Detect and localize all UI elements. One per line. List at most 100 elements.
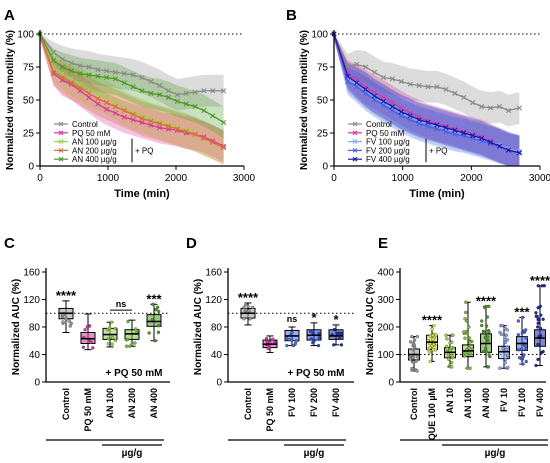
x-tick-label: AN 400 (149, 388, 159, 419)
y-tick-label: 160 (205, 268, 222, 279)
y-tick-label: 400 (377, 268, 394, 279)
data-point (505, 348, 509, 352)
data-point (157, 92, 163, 98)
data-point (345, 73, 351, 79)
data-point (121, 71, 127, 77)
data-point (154, 307, 158, 312)
significance-label: *** (514, 304, 530, 319)
data-point (310, 330, 314, 334)
data-point (201, 135, 207, 141)
data-point (521, 362, 525, 366)
x-tick-label: 0 (331, 173, 337, 184)
data-point (183, 90, 189, 96)
panel-letter: B (286, 7, 297, 24)
data-point (221, 143, 227, 149)
data-point (64, 317, 68, 321)
data-point (520, 315, 525, 320)
data-point (210, 88, 216, 94)
x-tick-label: Control (409, 388, 419, 420)
data-point (450, 365, 454, 369)
data-point (77, 63, 83, 69)
series-band-0 (40, 34, 224, 111)
data-point (536, 357, 540, 362)
x-tick-label: Control (243, 388, 253, 420)
data-point (482, 349, 486, 354)
data-point (106, 342, 111, 346)
data-point (287, 338, 291, 342)
data-point (148, 118, 154, 124)
legend-marker (352, 121, 358, 127)
data-point (339, 343, 344, 347)
legend-label: PQ 50 mM (366, 129, 405, 138)
data-point (294, 339, 299, 343)
legend-marker (58, 156, 64, 162)
data-point (484, 346, 488, 351)
x-tick-label: 3000 (529, 173, 550, 184)
data-point (432, 323, 436, 328)
legend-marker (58, 139, 64, 144)
data-point (244, 308, 248, 312)
data-point (407, 81, 413, 87)
data-point (412, 343, 416, 347)
data-point (174, 98, 180, 104)
data-point (264, 336, 269, 341)
data-point (273, 340, 277, 344)
data-point (95, 96, 101, 102)
data-point (371, 97, 378, 103)
y-tick-label: 100 (17, 30, 34, 41)
data-point (174, 92, 180, 98)
data-point (505, 107, 512, 114)
data-point (110, 342, 114, 346)
legend-marker (352, 139, 358, 144)
data-point (86, 94, 92, 100)
data-point (51, 57, 57, 63)
data-point (354, 61, 360, 67)
data-point (86, 86, 92, 93)
data-point (68, 80, 74, 86)
unit-label: µg/g (485, 448, 506, 459)
data-point (484, 304, 488, 309)
data-point (89, 340, 93, 344)
data-point (450, 361, 454, 365)
y-tick-label: 80 (211, 323, 223, 334)
data-point (151, 302, 155, 306)
data-point (398, 109, 404, 115)
y-tick-label: 100 (377, 350, 394, 361)
data-point (428, 346, 432, 350)
data-point (317, 331, 321, 335)
data-point (95, 101, 101, 107)
y-tick-label: 0 (28, 162, 34, 173)
data-point (77, 71, 83, 77)
data-point (139, 74, 145, 81)
data-point (380, 94, 387, 100)
x-tick-label: QUE 100 µM (427, 388, 437, 440)
data-point (467, 346, 471, 350)
data-point (452, 131, 458, 137)
data-point (108, 326, 112, 330)
significance-label: * (311, 310, 317, 325)
x-tick-label: 2000 (165, 173, 188, 184)
data-point (428, 359, 433, 364)
data-point (77, 81, 83, 87)
data-point (470, 100, 476, 106)
data-point (539, 326, 543, 331)
y-tick-label: 40 (211, 350, 223, 361)
data-point (113, 338, 118, 343)
data-point (104, 74, 110, 81)
x-tick-label: FV 10 (499, 388, 509, 412)
data-point (505, 328, 509, 332)
data-point (468, 352, 473, 356)
data-point (389, 76, 395, 82)
data-point (412, 360, 416, 364)
data-point (248, 317, 252, 321)
x-tick-label: FV 400 (331, 388, 341, 417)
data-point (536, 306, 540, 310)
data-point (121, 107, 127, 114)
data-point (183, 101, 189, 107)
data-point (482, 331, 487, 335)
data-point (520, 355, 524, 360)
data-point (157, 82, 163, 89)
